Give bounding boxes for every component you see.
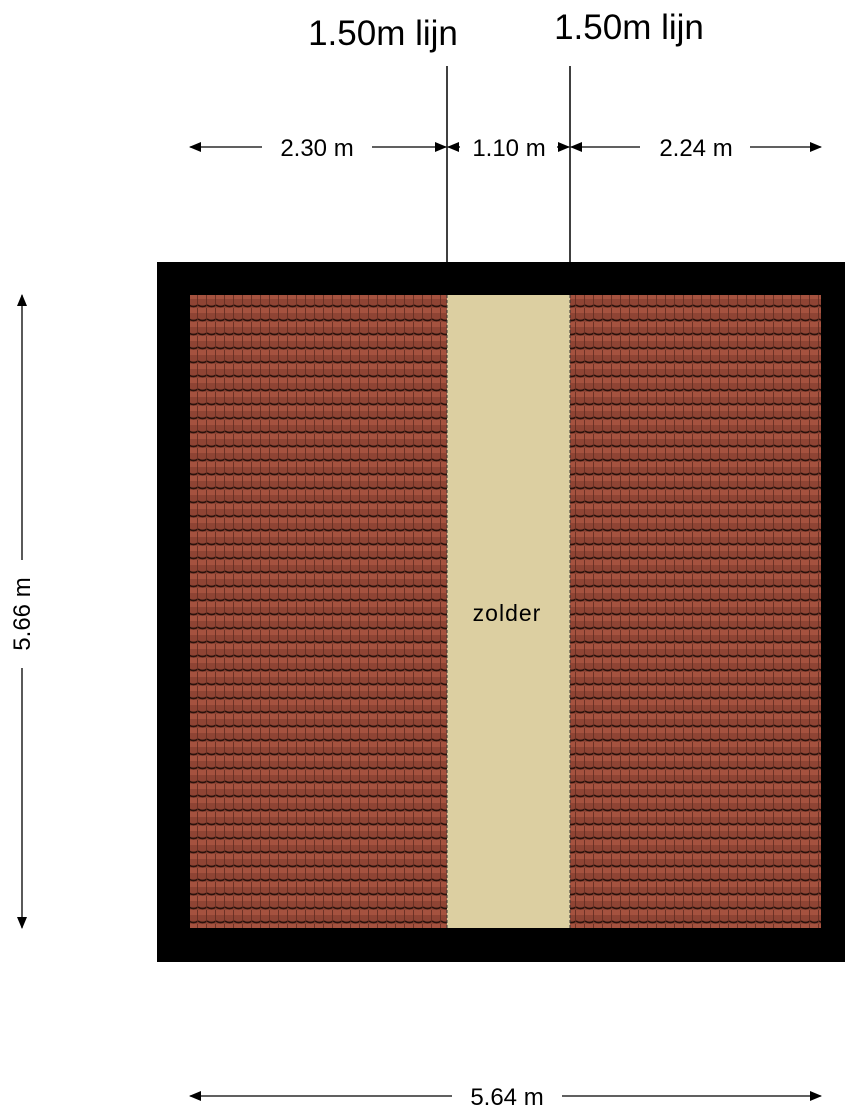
dim-top-middle: 1.10 m [472, 135, 545, 162]
dim-bottom-width: 5.64 m [470, 1084, 543, 1109]
line-label-right: 1.50m lijn [554, 8, 704, 47]
roof-slope-left [190, 295, 447, 928]
roof-slope-right [570, 295, 821, 928]
line-label-left: 1.50m lijn [308, 14, 458, 53]
dim-top-right: 2.24 m [659, 135, 732, 162]
dim-left-height: 5.66 m [9, 577, 36, 650]
room-label: zolder [473, 600, 542, 626]
dim-top-left: 2.30 m [280, 135, 353, 162]
attic-floor [447, 295, 570, 928]
